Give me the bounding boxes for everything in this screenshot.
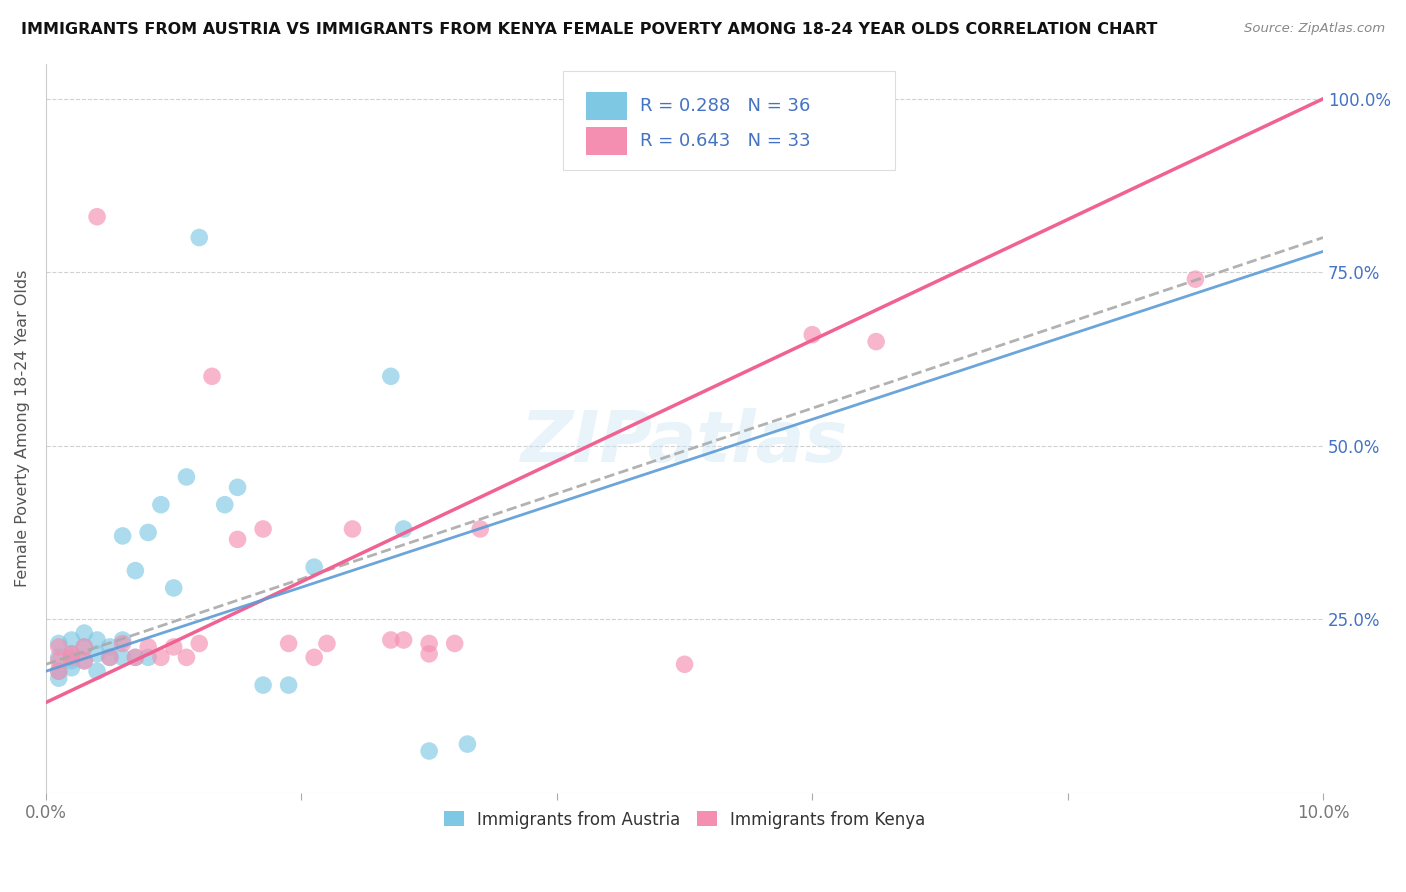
Point: [380, 632, 402, 647]
Point: [98, 640, 121, 654]
Point: [86, 210, 108, 224]
Point: [342, 522, 364, 536]
Point: [136, 650, 159, 665]
Point: [86, 664, 108, 678]
Point: [48, 664, 70, 678]
Point: [801, 327, 824, 342]
Point: [252, 522, 274, 536]
Text: IMMIGRANTS FROM AUSTRIA VS IMMIGRANTS FROM KENYA FEMALE POVERTY AMONG 18-24 YEAR: IMMIGRANTS FROM AUSTRIA VS IMMIGRANTS FR…: [21, 22, 1157, 37]
Point: [48, 664, 70, 678]
Point: [252, 678, 274, 692]
Point: [226, 533, 249, 547]
Point: [302, 560, 325, 574]
Point: [163, 640, 186, 654]
Y-axis label: Female Poverty Among 18-24 Year Olds: Female Poverty Among 18-24 Year Olds: [15, 269, 30, 587]
Text: Source: ZipAtlas.com: Source: ZipAtlas.com: [1244, 22, 1385, 36]
Point: [136, 525, 159, 540]
Text: ZIPatlas: ZIPatlas: [520, 409, 848, 477]
Point: [48, 671, 70, 685]
Point: [48, 640, 70, 654]
Point: [124, 650, 146, 665]
Point: [60, 632, 83, 647]
Point: [163, 581, 186, 595]
Point: [214, 498, 236, 512]
Point: [443, 636, 465, 650]
Point: [124, 650, 146, 665]
Text: R = 0.643   N = 33: R = 0.643 N = 33: [640, 132, 810, 150]
Text: R = 0.288   N = 36: R = 0.288 N = 36: [640, 97, 810, 115]
Point: [73, 640, 96, 654]
Point: [380, 369, 402, 384]
Point: [111, 650, 134, 665]
Point: [418, 636, 440, 650]
Point: [392, 632, 415, 647]
Point: [86, 647, 108, 661]
Point: [865, 334, 887, 349]
Point: [277, 636, 299, 650]
Point: [86, 632, 108, 647]
Point: [73, 626, 96, 640]
Point: [60, 661, 83, 675]
Point: [176, 650, 198, 665]
Point: [136, 640, 159, 654]
Point: [418, 744, 440, 758]
Point: [149, 650, 172, 665]
Point: [73, 654, 96, 668]
Point: [302, 650, 325, 665]
Bar: [586, 128, 627, 155]
Legend: Immigrants from Austria, Immigrants from Kenya: Immigrants from Austria, Immigrants from…: [437, 804, 932, 835]
Point: [456, 737, 478, 751]
Point: [73, 654, 96, 668]
Point: [277, 678, 299, 692]
Point: [226, 480, 249, 494]
Point: [60, 647, 83, 661]
Point: [98, 650, 121, 665]
Point: [188, 230, 211, 244]
Point: [60, 650, 83, 665]
Point: [392, 522, 415, 536]
Point: [1184, 272, 1206, 286]
Point: [201, 369, 224, 384]
Point: [470, 522, 492, 536]
Point: [673, 657, 696, 672]
Point: [124, 564, 146, 578]
Point: [48, 636, 70, 650]
Point: [418, 647, 440, 661]
Point: [60, 654, 83, 668]
Point: [98, 650, 121, 665]
FancyBboxPatch shape: [564, 71, 896, 169]
Point: [111, 632, 134, 647]
Point: [188, 636, 211, 650]
Point: [111, 636, 134, 650]
Point: [48, 654, 70, 668]
Point: [73, 640, 96, 654]
Point: [149, 498, 172, 512]
Point: [60, 647, 83, 661]
Point: [48, 650, 70, 665]
Point: [111, 529, 134, 543]
Point: [176, 470, 198, 484]
Bar: [586, 93, 627, 120]
Point: [316, 636, 339, 650]
